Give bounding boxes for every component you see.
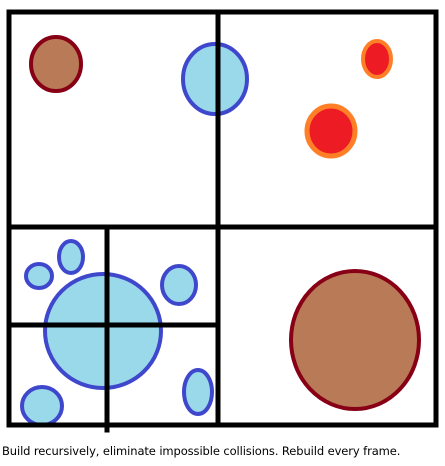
blue-circle-top xyxy=(181,42,249,116)
brown-circle-large xyxy=(289,269,421,411)
diagram-caption: Build recursively, eliminate impossible … xyxy=(2,444,401,458)
brown-circle-small xyxy=(29,35,83,93)
blue-circle-bottom-right xyxy=(182,368,214,416)
blue-circle-tiny-left xyxy=(24,262,54,290)
blue-circle-bottom-left xyxy=(20,385,64,427)
red-circle-small xyxy=(361,39,393,79)
quadtree-grid xyxy=(6,9,439,433)
quadtree-diagram xyxy=(6,9,439,433)
root-node-boundary xyxy=(6,9,439,428)
blue-circle-tiny-upper xyxy=(57,239,85,275)
blue-circle-large xyxy=(43,272,163,390)
blue-circle-right xyxy=(160,264,198,306)
red-circle-medium xyxy=(304,103,358,159)
circles xyxy=(20,35,421,427)
